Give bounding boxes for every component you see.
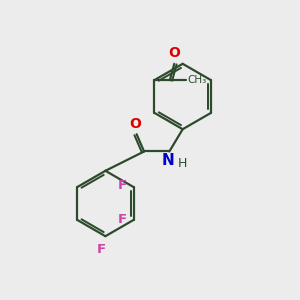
- Text: F: F: [118, 179, 127, 192]
- Text: F: F: [118, 213, 127, 226]
- Text: H: H: [178, 157, 187, 170]
- Text: CH₃: CH₃: [188, 75, 207, 85]
- Text: O: O: [168, 46, 180, 60]
- Text: F: F: [96, 243, 106, 256]
- Text: O: O: [129, 117, 141, 131]
- Text: N: N: [161, 153, 174, 168]
